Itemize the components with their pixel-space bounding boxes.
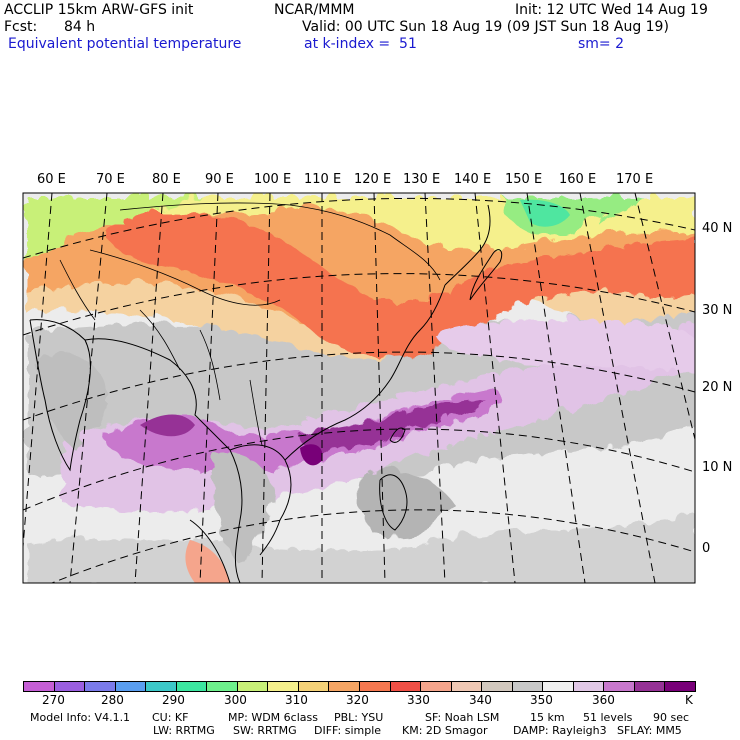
colorbar-swatch <box>603 681 635 692</box>
colorbar-swatch <box>267 681 299 692</box>
lat-label: 30 N <box>702 303 733 318</box>
indochina-gray-region <box>210 449 270 560</box>
mp-scheme: MP: WDM 6class <box>228 711 318 724</box>
philippines-gray-region <box>355 466 450 534</box>
colorbar-tick: 270 <box>42 693 65 707</box>
colorbar-swatch <box>420 681 452 692</box>
colorbar-swatch <box>664 681 696 692</box>
lat-label: 20 N <box>702 380 733 395</box>
colorbar-swatch <box>206 681 238 692</box>
forecast-label: Fcst: <box>4 19 38 35</box>
colorbar-swatch <box>328 681 360 692</box>
lon-label: 100 E <box>254 172 292 187</box>
lon-label: 150 E <box>505 172 543 187</box>
lon-label: 160 E <box>559 172 597 187</box>
colorbar-swatch <box>450 681 483 692</box>
sf-scheme: SF: Noah LSM <box>425 711 500 724</box>
colorbar-swatch <box>53 681 86 692</box>
diff-scheme: DIFF: simple <box>314 724 382 737</box>
lat-label: 10 N <box>702 460 733 475</box>
lat-label: 0 <box>702 541 711 556</box>
colorbar-swatch <box>389 681 422 692</box>
colorbar-tick: 340 <box>469 693 492 707</box>
colorbar-swatch <box>481 681 513 692</box>
purple-360-ne-region <box>430 315 695 370</box>
purple-365-region <box>100 384 497 468</box>
colorbar-swatch <box>114 681 147 692</box>
graticule <box>23 193 695 583</box>
sflay-scheme: SFLAY: MM5 <box>617 724 682 737</box>
yellowgreen-310-region <box>23 193 200 260</box>
lon-label: 130 E <box>403 172 441 187</box>
colorbar-tick: 280 <box>101 693 124 707</box>
valid-time: Valid: 00 UTC Sun 18 Aug 19 (09 JST Sun … <box>302 19 669 35</box>
init-time: Init: 12 UTC Wed 14 Aug 19 <box>515 2 708 18</box>
sumatra-tan-spot <box>185 540 230 583</box>
lon-label: 110 E <box>304 172 342 187</box>
purple-370-bengal-spot <box>140 414 195 437</box>
colorbar-swatch <box>145 681 177 692</box>
purple-375-spot <box>300 444 323 466</box>
resolution: 15 km <box>530 711 565 724</box>
colorbar-tick: 300 <box>224 693 247 707</box>
lon-label: 80 E <box>152 172 181 187</box>
colorbar-tick: 350 <box>530 693 553 707</box>
colorbar-tick: 310 <box>285 693 308 707</box>
damp-scheme: DAMP: Rayleigh3 <box>513 724 607 737</box>
smoothing-value: sm= 2 <box>578 36 625 52</box>
purple-370-scs-region <box>298 395 480 448</box>
colorbar-swatch <box>633 681 666 692</box>
colorbar-swatch <box>511 681 544 692</box>
pbl-scheme: PBL: YSU <box>334 711 384 724</box>
colorbar-tick: 290 <box>162 693 185 707</box>
colorbar-unit: K <box>685 693 693 707</box>
lat-label: 40 N <box>702 221 733 236</box>
lon-label: 70 E <box>96 172 125 187</box>
colorbar-swatch <box>297 681 330 692</box>
colorbar-swatch <box>23 681 55 692</box>
lon-label: 120 E <box>354 172 392 187</box>
lon-label: 60 E <box>37 172 66 187</box>
coastlines <box>29 204 503 583</box>
red-330-region <box>105 207 695 354</box>
colorbar-swatch <box>542 681 574 692</box>
km-scheme: KM: 2D Smagor <box>402 724 488 737</box>
forecast-hour: 84 h <box>64 19 96 35</box>
colorbar-tick: 330 <box>407 693 430 707</box>
colorbar-swatch <box>236 681 269 692</box>
lon-label: 140 E <box>454 172 492 187</box>
colorbar-swatch <box>84 681 116 692</box>
colorbar-swatch <box>572 681 605 692</box>
lon-label: 170 E <box>616 172 654 187</box>
india-gray-region <box>30 349 103 445</box>
lw-scheme: LW: RRTMG <box>153 724 215 737</box>
vertical-levels: 51 levels <box>583 711 633 724</box>
field-name: Equivalent potential temperature <box>8 36 242 52</box>
colorbar-swatch <box>175 681 208 692</box>
map-frame <box>22 192 696 584</box>
time-step: 90 sec <box>653 711 690 724</box>
cu-scheme: CU: KF <box>152 711 189 724</box>
center-name: NCAR/MMM <box>274 2 355 18</box>
colorbar-tick: 360 <box>592 693 615 707</box>
model-title: ACCLIP 15km ARW-GFS init <box>4 2 194 18</box>
borders <box>59 202 441 446</box>
colorbar-tick: 320 <box>346 693 369 707</box>
model-info: Model Info: V4.1.1 <box>30 711 131 724</box>
lon-label: 90 E <box>205 172 234 187</box>
colorbar-swatch <box>359 681 391 692</box>
sw-scheme: SW: RRTMG <box>233 724 297 737</box>
level-index: at k-index = 51 <box>304 36 417 52</box>
